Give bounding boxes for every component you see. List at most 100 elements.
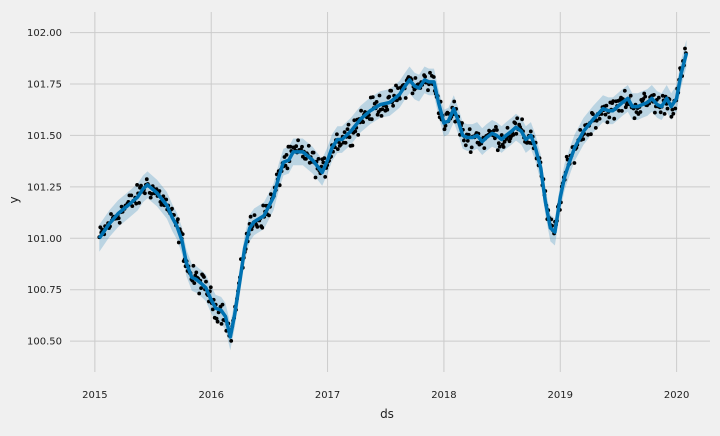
observation-point	[495, 148, 500, 153]
observation-point	[139, 183, 143, 188]
observation-point	[683, 46, 687, 51]
observation-point	[482, 146, 487, 151]
observation-point	[653, 110, 657, 115]
observation-point	[304, 157, 308, 161]
observation-point	[322, 156, 327, 161]
observation-point	[352, 118, 357, 123]
observation-point	[591, 112, 595, 116]
observation-point	[300, 144, 304, 149]
y-tick-label: 102.00	[27, 28, 62, 39]
observation-point	[208, 285, 213, 290]
observation-point	[499, 133, 504, 137]
observation-point	[199, 286, 204, 290]
observation-point	[252, 213, 257, 218]
observation-point	[285, 166, 290, 171]
observation-point	[260, 225, 265, 230]
observation-point	[428, 70, 432, 75]
observation-point	[215, 319, 220, 324]
observation-point	[248, 214, 253, 219]
observation-point	[353, 129, 358, 134]
observation-point	[356, 133, 361, 137]
observation-point	[505, 125, 510, 130]
observation-point	[394, 83, 398, 88]
observation-point	[586, 132, 590, 137]
observation-point	[628, 93, 633, 98]
observation-point	[658, 110, 663, 115]
observation-point	[622, 88, 627, 93]
x-axis-label: ds	[380, 407, 394, 421]
observation-point	[377, 93, 382, 98]
observation-point	[502, 139, 507, 144]
observation-point	[387, 94, 392, 99]
y-tick-label: 100.50	[27, 337, 62, 348]
observation-point	[665, 106, 670, 111]
observation-point	[611, 99, 616, 103]
observation-point	[149, 192, 154, 196]
observation-point	[374, 100, 379, 104]
observation-point	[148, 195, 153, 200]
observation-point	[656, 95, 661, 100]
observation-point	[342, 130, 347, 135]
observation-point	[638, 110, 643, 114]
observation-point	[197, 291, 202, 296]
observation-point	[335, 147, 340, 152]
forecast-line-layer	[97, 52, 689, 339]
observation-point	[513, 121, 518, 126]
observation-point	[494, 125, 498, 129]
observation-point	[359, 108, 363, 113]
y-tick-label: 101.25	[27, 182, 62, 193]
observation-point	[662, 112, 667, 116]
observation-point	[452, 99, 457, 104]
observation-point	[137, 201, 142, 205]
observation-point	[109, 212, 113, 216]
observation-point	[311, 150, 316, 155]
observation-point	[294, 144, 299, 149]
y-tick-label: 100.75	[27, 285, 62, 296]
x-tick-label: 2019	[548, 390, 573, 401]
observation-point	[670, 107, 675, 112]
observation-point	[385, 107, 390, 112]
observation-point	[267, 213, 271, 218]
observation-point	[468, 150, 473, 155]
observation-point	[520, 117, 524, 122]
observation-point	[219, 322, 224, 326]
observation-point	[313, 175, 318, 180]
observation-point	[143, 191, 147, 196]
observation-point	[288, 144, 293, 149]
observation-point	[283, 163, 288, 168]
tick-labels: 2015 2016 2017 2018 2019 2020 100.50 100.75 101.…	[27, 28, 689, 401]
x-tick-label: 2017	[315, 390, 340, 401]
observation-point	[511, 133, 516, 137]
observation-point	[380, 107, 385, 111]
observation-point	[350, 143, 355, 148]
observation-point	[345, 127, 350, 131]
observation-point	[492, 128, 496, 133]
observation-point	[176, 240, 181, 245]
observation-point	[495, 128, 499, 132]
observation-point	[607, 115, 612, 120]
x-tick-label: 2020	[664, 390, 689, 401]
observation-point	[176, 217, 180, 222]
observation-point	[284, 153, 289, 157]
observation-point	[660, 93, 665, 98]
observation-point	[443, 123, 448, 128]
observation-point	[497, 144, 502, 149]
observation-point	[129, 193, 134, 198]
observation-point	[431, 75, 436, 79]
observation-point	[426, 88, 430, 93]
observation-point	[194, 270, 199, 275]
observation-point	[605, 120, 610, 125]
observation-point	[594, 118, 599, 123]
observation-point	[229, 339, 234, 343]
y-tick-label: 101.75	[27, 80, 62, 91]
observation-point	[316, 157, 321, 161]
observation-point	[514, 131, 519, 136]
observation-point	[669, 114, 674, 119]
x-tick-label: 2016	[198, 390, 223, 401]
observation-point	[277, 183, 282, 188]
observation-point	[157, 189, 162, 193]
observation-point	[612, 116, 617, 121]
observation-point	[338, 142, 343, 147]
observation-point	[191, 263, 196, 268]
